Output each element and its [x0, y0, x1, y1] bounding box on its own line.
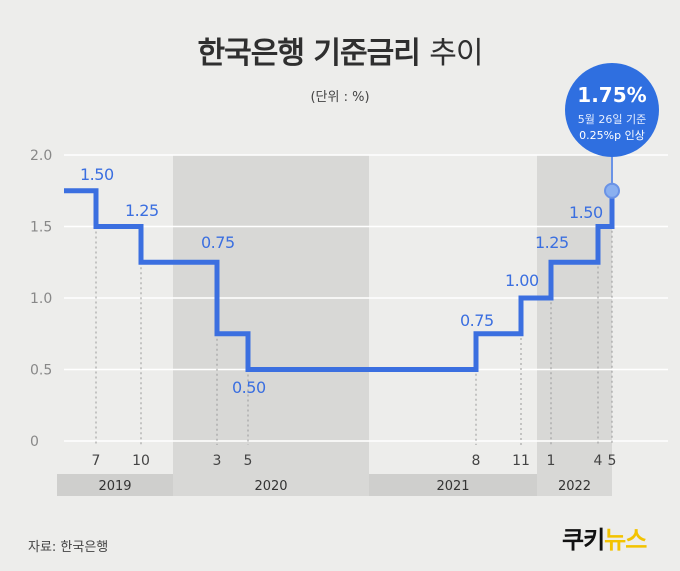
rate-step-line [64, 188, 615, 372]
callout-date: 5월 26일 기준 [578, 112, 646, 126]
month-label: 5 [244, 453, 253, 469]
year-label: 2021 [436, 479, 469, 494]
title-light: 추이 [429, 36, 483, 71]
chart-title: 한국은행 기준금리 추이 [0, 28, 680, 72]
month-label: 1 [547, 453, 556, 469]
month-label: 3 [213, 453, 222, 469]
y-tick-label: 0 [30, 434, 39, 450]
month-label: 4 [594, 453, 603, 469]
month-label: 7 [92, 453, 101, 469]
year-band [369, 474, 537, 496]
value-label: 1.50 [569, 203, 603, 222]
logo: 쿠키뉴스 [562, 520, 647, 555]
source-label: 자료: 한국은행 [28, 540, 109, 555]
value-label: 1.00 [505, 271, 539, 290]
shade-band-2020 [173, 155, 369, 496]
callout-bubble [565, 63, 659, 157]
value-label: 1.25 [125, 201, 159, 220]
year-label: 2020 [254, 479, 287, 494]
end-point-marker [604, 182, 620, 199]
y-tick-label: 2.0 [30, 148, 52, 164]
value-label: 0.50 [232, 378, 266, 397]
unit-label: (단위 : %) [310, 90, 370, 105]
callout-value: 1.75% [577, 83, 646, 107]
value-label: 1.50 [80, 165, 114, 184]
month-label: 8 [472, 453, 481, 469]
logo-part2: 뉴스 [604, 526, 647, 554]
shade-band-2022 [537, 155, 612, 496]
year-band [57, 474, 173, 496]
value-label: 0.75 [201, 233, 235, 252]
logo-part1: 쿠키 [562, 526, 605, 554]
title-bold: 한국은행 기준금리 [197, 36, 421, 71]
value-label: 1.25 [535, 233, 569, 252]
y-tick-label: 1.5 [30, 220, 52, 236]
month-label: 5 [608, 453, 617, 469]
y-tick-label: 0.5 [30, 363, 52, 379]
year-label: 2022 [558, 479, 591, 494]
value-label: 0.75 [460, 311, 494, 330]
callout-change: 0.25%p 인상 [579, 129, 645, 142]
month-label: 11 [512, 453, 530, 469]
year-label: 2019 [98, 479, 131, 494]
month-label: 10 [132, 453, 150, 469]
y-tick-label: 1.0 [30, 291, 52, 307]
